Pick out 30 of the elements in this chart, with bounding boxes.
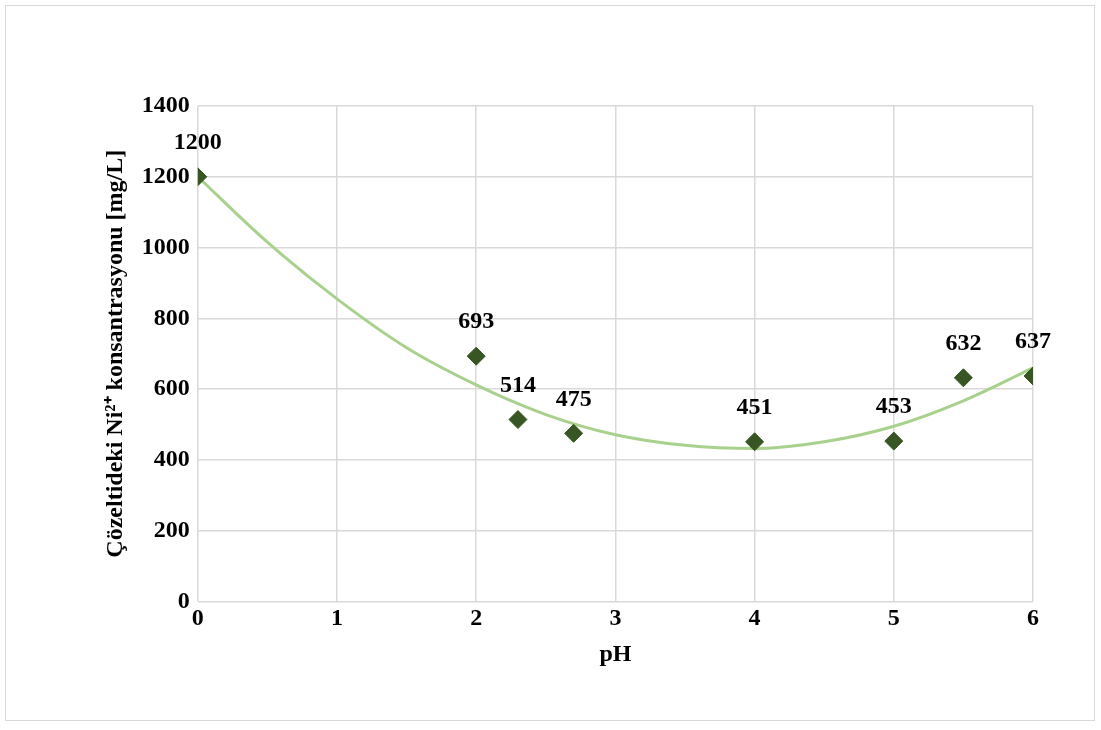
point bbox=[466, 346, 486, 366]
point bbox=[953, 368, 973, 388]
y-tick-label: 600 bbox=[153, 374, 190, 401]
data-label: 637 bbox=[1015, 327, 1051, 354]
y-tick-label: 1200 bbox=[141, 161, 190, 188]
point bbox=[745, 432, 765, 452]
x-tick-label: 6 bbox=[1027, 604, 1039, 630]
data-label: 514 bbox=[499, 370, 536, 397]
x-tick-label: 3 bbox=[609, 604, 622, 630]
data-label: 475 bbox=[555, 384, 592, 411]
y-tick-label: 0 bbox=[177, 586, 190, 613]
x-tick-label: 5 bbox=[887, 604, 900, 630]
y-axis-title: Çözeltideki Ni²⁺ konsantrasyonu [mg/L] bbox=[100, 149, 127, 558]
point bbox=[564, 423, 584, 443]
data-label: 693 bbox=[458, 307, 495, 334]
y-tick-label: 200 bbox=[153, 515, 190, 542]
x-axis-title: pH bbox=[599, 639, 632, 666]
data-label: 453 bbox=[875, 392, 912, 419]
data-label: 632 bbox=[945, 328, 982, 355]
x-tick-label: 1 bbox=[331, 604, 343, 630]
data-label: 451 bbox=[736, 393, 773, 420]
x-tick-label: 4 bbox=[748, 604, 761, 630]
y-tick-label: 1400 bbox=[141, 91, 190, 118]
x-tick-label: 2 bbox=[470, 604, 483, 630]
y-tick-label: 1000 bbox=[141, 232, 190, 259]
data-label: 1200 bbox=[173, 127, 222, 154]
y-tick-label: 800 bbox=[153, 303, 190, 330]
point bbox=[508, 410, 528, 430]
point bbox=[884, 431, 904, 451]
y-tick-label: 400 bbox=[153, 445, 190, 472]
